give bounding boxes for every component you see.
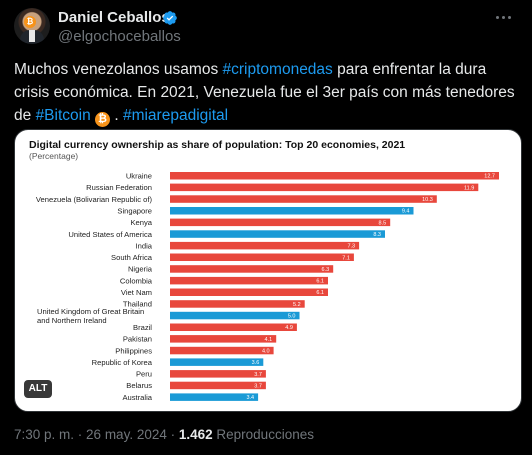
bar <box>170 265 334 273</box>
bar-chart: Ukraine 12.7 Russian Federation 11.9 Venezue… <box>36 172 499 402</box>
tweet-media-image[interactable]: Digital currency ownership as share of p… <box>14 129 522 412</box>
data-label: 3.7 <box>254 383 262 389</box>
bitcoin-emoji-icon: ₿ <box>95 112 111 127</box>
bar <box>170 218 391 227</box>
y-tick-label: Colombia <box>120 276 153 285</box>
bar <box>170 195 437 203</box>
bar <box>170 288 328 296</box>
chart-title: Digital currency ownership as share of p… <box>29 139 406 151</box>
y-tick-label: Nigeria <box>128 265 153 274</box>
data-label: 5.2 <box>293 302 301 308</box>
data-label: 6.1 <box>316 290 324 296</box>
y-tick-label: United States of America <box>68 230 152 239</box>
author-name[interactable]: Daniel Ceballos <box>58 9 170 26</box>
data-label: 3.7 <box>254 372 262 378</box>
tweet-text-part: para enfrentar la dura crisis económica.… <box>14 61 515 124</box>
bar <box>170 172 499 180</box>
meta-separator: · <box>74 427 87 442</box>
chart-subtitle: (Percentage) <box>29 151 79 161</box>
bar <box>170 358 264 366</box>
y-tick-label: Peru <box>136 370 152 379</box>
alt-text-badge[interactable]: ALT <box>24 380 52 398</box>
bar <box>170 183 479 192</box>
data-label: 4.1 <box>265 337 273 343</box>
y-tick-label: Belarus <box>126 381 152 390</box>
data-label: 8.3 <box>373 232 381 238</box>
data-label: 7.3 <box>347 244 355 250</box>
y-tick-label: United Kingdom of Great Britain and North… <box>37 307 144 325</box>
bar <box>170 393 259 401</box>
y-tick-label: Republic of Korea <box>92 358 153 367</box>
y-tick-label: Pakistan <box>123 335 152 344</box>
views-count: 1.462 <box>178 427 213 442</box>
bar <box>170 346 274 355</box>
y-tick-label: Viet Nam <box>121 288 152 297</box>
bar <box>170 323 297 331</box>
data-label: 8.5 <box>379 220 387 226</box>
bar <box>170 370 266 378</box>
data-label: 3.6 <box>252 360 260 366</box>
y-tick-label: India <box>136 241 153 250</box>
data-label: 12.7 <box>484 174 495 180</box>
y-tick-label: Thailand <box>123 300 152 309</box>
author-avatar[interactable]: ₿ <box>14 8 50 44</box>
data-label: 11.9 <box>464 185 474 191</box>
data-label: 4.0 <box>262 348 270 354</box>
y-tick-label: South Africa <box>111 253 153 262</box>
data-label: 5.0 <box>288 314 296 320</box>
y-tick-label: Brazil <box>133 323 152 332</box>
verified-badge-icon <box>163 11 177 25</box>
more-options-icon[interactable] <box>496 12 516 22</box>
tweet-time[interactable]: 7:30 p. m. <box>14 427 75 442</box>
bar <box>170 311 300 320</box>
tweet-text-part: Muchos venezolanos usamos <box>14 61 223 78</box>
data-label: 3.4 <box>246 395 254 401</box>
bar <box>170 276 328 285</box>
bar <box>170 381 266 390</box>
hashtag-bitcoin-link[interactable]: #Bitcoin <box>35 107 91 124</box>
data-label: 6.1 <box>316 279 324 285</box>
bar <box>170 241 360 250</box>
bar <box>170 253 354 261</box>
y-tick-label: Ukraine <box>126 172 152 181</box>
data-label: 9.4 <box>402 209 410 215</box>
tweet-date[interactable]: 26 may. 2024 <box>86 427 167 442</box>
y-tick-label: Kenya <box>130 218 152 227</box>
y-tick-label: Russian Federation <box>86 183 152 192</box>
data-label: 7.1 <box>342 255 350 261</box>
y-tick-label: Venezuela (Bolivarian Republic of) <box>36 195 153 204</box>
meta-separator: · <box>166 427 179 442</box>
data-label: 4.9 <box>285 325 293 331</box>
y-tick-label: Philippines <box>115 346 152 355</box>
bar <box>170 230 385 238</box>
bar <box>170 207 414 215</box>
bar <box>170 300 305 308</box>
tweet-text-part: . <box>110 107 123 124</box>
tweet-text: Muchos venezolanos usamos #criptomonedas… <box>14 58 524 127</box>
y-tick-label: Australia <box>122 393 152 402</box>
hashtag-criptomonedas-link[interactable]: #criptomonedas <box>222 61 333 78</box>
avatar-shirt-shape <box>29 30 35 42</box>
data-label: 10.3 <box>422 197 433 203</box>
bar <box>170 335 277 343</box>
data-label: 6.3 <box>322 267 330 273</box>
bitcoin-pin-icon: ₿ <box>24 16 36 28</box>
author-handle[interactable]: @elgochoceballos <box>58 28 181 45</box>
views-label: Reproducciones <box>212 427 314 442</box>
hashtag-miarepadigital-link[interactable]: #miarepadigital <box>122 107 229 124</box>
tweet-meta: 7:30 p. m. · 26 may. 2024 · 1.462 Reprod… <box>14 427 314 442</box>
y-tick-label: Singapore <box>117 207 152 216</box>
